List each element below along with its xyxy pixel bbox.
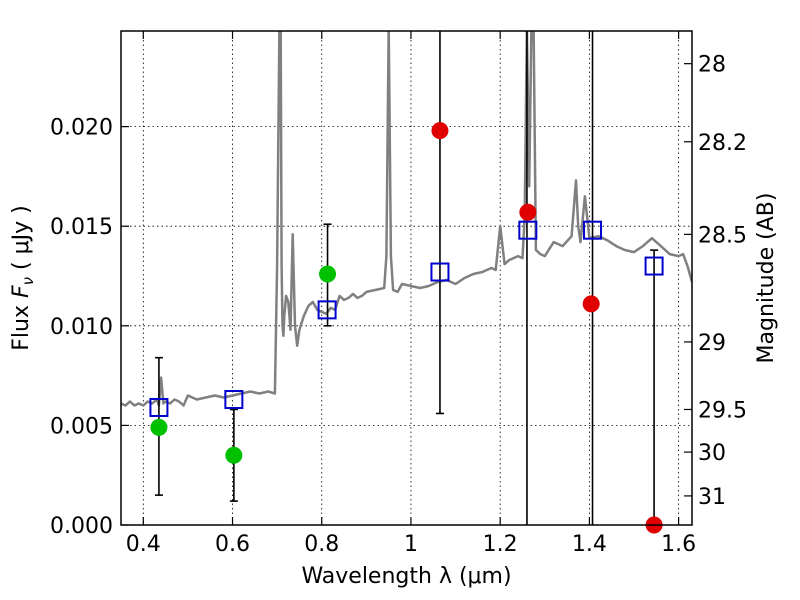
right-tick-label: 28.5 — [698, 223, 747, 248]
x-tick-label: 1 — [404, 532, 418, 557]
green-data-point — [319, 265, 337, 283]
x-tick-label: 1.6 — [661, 532, 696, 557]
plot-frame — [120, 30, 693, 526]
x-tick-label: 1.4 — [572, 532, 607, 557]
x-axis-label: Wavelength λ (μm) — [301, 564, 511, 589]
red-data-point — [582, 295, 600, 313]
right-tick-label: 28 — [698, 53, 726, 78]
grid-lines — [121, 31, 692, 526]
y-tick-label: 0.010 — [50, 315, 113, 340]
axis-ticks: 0.4 0.6 0.8 1 1.2 1.4 1.6 0.000 0.005 0.010 0.015 0… — [50, 31, 747, 557]
red-data-point — [431, 122, 449, 140]
right-tick-label: 30 — [698, 441, 726, 466]
data-markers — [149, 122, 664, 534]
green-data-point — [150, 418, 168, 436]
x-tick-label: 0.4 — [126, 532, 161, 557]
x-tick-label: 0.8 — [304, 532, 339, 557]
right-axis-label: Magnitude (AB) — [754, 193, 779, 364]
model-spectrum — [121, 31, 692, 407]
y-axis-label: Flux Fν ( μJy ) — [9, 205, 37, 350]
right-tick-label: 29 — [698, 331, 726, 356]
y-tick-label: 0.005 — [50, 414, 113, 439]
y-tick-label: 0.015 — [50, 215, 113, 240]
green-data-point — [225, 446, 243, 464]
right-tick-label: 31 — [698, 485, 726, 510]
blue-square-marker — [430, 262, 450, 282]
red-data-point — [519, 203, 537, 221]
spectrum-line — [121, 31, 692, 407]
blue-square-marker — [644, 256, 664, 276]
blue-square-marker — [583, 220, 603, 240]
x-tick-label: 1.2 — [483, 532, 518, 557]
y-tick-label: 0.020 — [50, 116, 113, 141]
blue-square-marker — [518, 220, 538, 240]
right-tick-label: 28.2 — [698, 131, 747, 156]
x-tick-label: 0.6 — [215, 532, 250, 557]
blue-square-marker — [149, 397, 169, 417]
blue-square-marker — [317, 300, 337, 320]
blue-square-marker — [224, 390, 244, 410]
right-tick-label: 29.5 — [698, 398, 747, 423]
y-tick-label: 0.000 — [50, 514, 113, 539]
